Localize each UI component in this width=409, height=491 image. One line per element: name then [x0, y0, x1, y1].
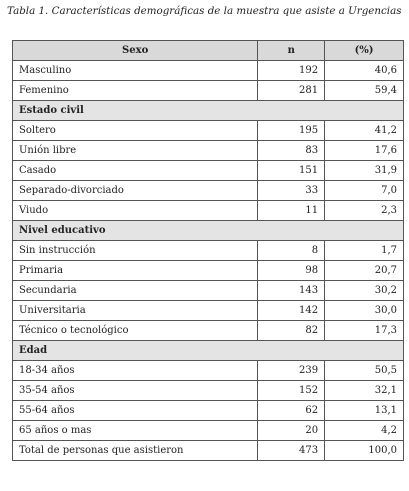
- data-row: Universitaria 142 30,0: [11, 300, 404, 321]
- row-label: Casado: [11, 160, 259, 181]
- data-row: Técnico o tecnológico 82 17,3: [11, 320, 404, 341]
- value-cell: 59,4: [324, 80, 404, 101]
- data-row: 65 años o mas 20 4,2: [11, 420, 404, 441]
- row-label: Femenino: [11, 80, 259, 101]
- value-cell: 13,1: [324, 400, 404, 421]
- value-cell: 11: [257, 200, 326, 221]
- value-cell: 473: [257, 440, 326, 461]
- row-label: Masculino: [11, 60, 259, 81]
- demographics-table: Sexo n (%) Masculino 192 40,6 Femenino 281 59,4 E…: [11, 40, 404, 461]
- data-row: Unión libre 83 17,6: [11, 140, 404, 161]
- data-row: Secundaria 143 30,2: [11, 280, 404, 301]
- data-row: Soltero 195 41,2: [11, 120, 404, 141]
- data-row: 55-64 años 62 13,1: [11, 400, 404, 421]
- value-cell: 82: [257, 320, 326, 341]
- value-cell: 2,3: [324, 200, 404, 221]
- value-cell: 41,2: [324, 120, 404, 141]
- row-label: 65 años o mas: [11, 420, 259, 441]
- row-label: Unión libre: [11, 140, 259, 161]
- row-label: Universitaria: [11, 300, 259, 321]
- data-row: Femenino 281 59,4: [11, 80, 404, 101]
- data-row: Casado 151 31,9: [11, 160, 404, 181]
- value-cell: 83: [257, 140, 326, 161]
- data-row: Total de personas que asistieron 473 100,0: [11, 440, 404, 461]
- header-cell: (%): [324, 40, 404, 61]
- row-label: 35-54 años: [11, 380, 259, 401]
- section-label: Nivel educativo: [12, 220, 404, 241]
- row-label: Sin instrucción: [11, 240, 259, 261]
- value-cell: 31,9: [324, 160, 404, 181]
- value-cell: 32,1: [324, 380, 404, 401]
- value-cell: 20: [257, 420, 326, 441]
- value-cell: 30,2: [324, 280, 404, 301]
- row-label: Viudo: [11, 200, 259, 221]
- value-cell: 17,6: [324, 140, 404, 161]
- row-label: 55-64 años: [11, 400, 259, 421]
- value-cell: 33: [257, 180, 326, 201]
- value-cell: 40,6: [324, 60, 404, 81]
- row-label: Técnico o tecnológico: [11, 320, 259, 341]
- value-cell: 143: [257, 280, 326, 301]
- row-label: Separado-divorciado: [11, 180, 259, 201]
- table-caption: Tabla 1. Características demográficas de…: [7, 5, 402, 17]
- value-cell: 50,5: [324, 360, 404, 381]
- value-cell: 151: [257, 160, 326, 181]
- data-row: Viudo 11 2,3: [11, 200, 404, 221]
- data-row: Primaria 98 20,7: [11, 260, 404, 281]
- value-cell: 100,0: [324, 440, 404, 461]
- row-label: Secundaria: [11, 280, 259, 301]
- value-cell: 192: [257, 60, 326, 81]
- header-cell: Sexo: [11, 40, 259, 61]
- value-cell: 281: [257, 80, 326, 101]
- section-row: Nivel educativo: [12, 220, 404, 241]
- value-cell: 1,7: [324, 240, 404, 261]
- data-row: Masculino 192 40,6: [11, 60, 404, 81]
- value-cell: 30,0: [324, 300, 404, 321]
- value-cell: 8: [257, 240, 326, 261]
- value-cell: 195: [257, 120, 326, 141]
- value-cell: 20,7: [324, 260, 404, 281]
- value-cell: 239: [257, 360, 326, 381]
- header-cell: n: [257, 40, 326, 61]
- value-cell: 152: [257, 380, 326, 401]
- section-row: Edad: [12, 340, 404, 361]
- data-row: Sin instrucción 8 1,7: [11, 240, 404, 261]
- row-label: 18-34 años: [11, 360, 259, 381]
- value-cell: 17,3: [324, 320, 404, 341]
- value-cell: 62: [257, 400, 326, 421]
- section-label: Estado civil: [12, 100, 404, 121]
- value-cell: 142: [257, 300, 326, 321]
- row-label: Soltero: [11, 120, 259, 141]
- data-row: 18-34 años 239 50,5: [11, 360, 404, 381]
- value-cell: 4,2: [324, 420, 404, 441]
- row-label: Primaria: [11, 260, 259, 281]
- section-row: Estado civil: [12, 100, 404, 121]
- data-row: Separado-divorciado 33 7,0: [11, 180, 404, 201]
- row-label: Total de personas que asistieron: [11, 440, 259, 461]
- data-row: 35-54 años 152 32,1: [11, 380, 404, 401]
- section-label: Edad: [12, 340, 404, 361]
- value-cell: 98: [257, 260, 326, 281]
- header-row: Sexo n (%): [11, 40, 404, 61]
- value-cell: 7,0: [324, 180, 404, 201]
